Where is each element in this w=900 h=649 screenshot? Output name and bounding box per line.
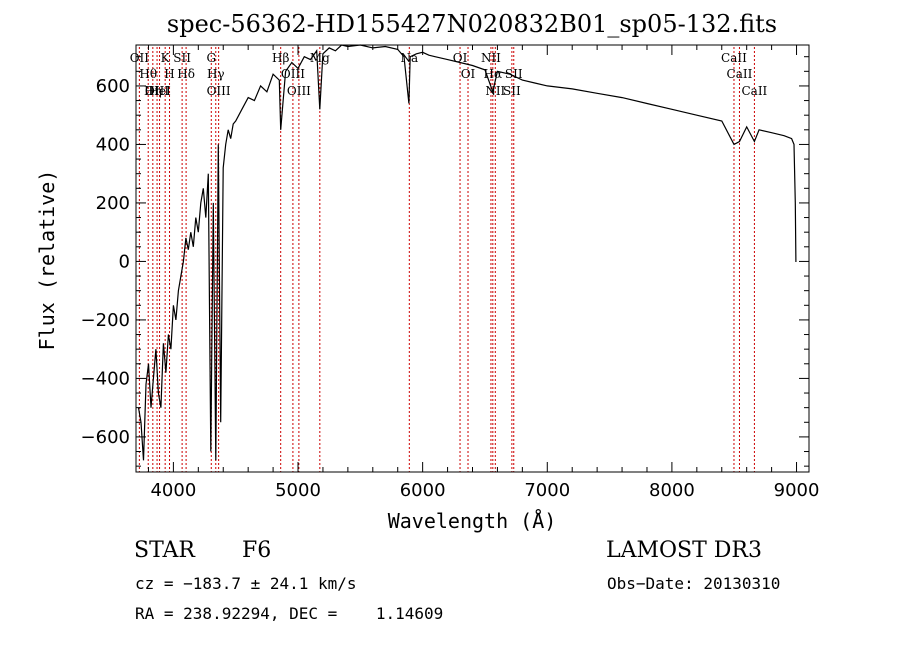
y-tick-label: −400 <box>81 368 130 389</box>
x-axis: 4000 5000 6000 7000 8000 9000 <box>147 45 820 501</box>
y-tick-label: 600 <box>96 76 130 97</box>
x-tick-label: 6000 <box>400 480 446 501</box>
line-label: Mg <box>310 51 330 65</box>
y-tick-label: 400 <box>96 134 130 155</box>
plot-frame <box>135 44 810 473</box>
line-label: K <box>161 51 171 65</box>
line-label: NII <box>481 51 501 65</box>
line-label: NII <box>485 84 505 98</box>
object-subclass: F6 <box>242 538 272 563</box>
line-labels: OIIHθHηOIIIHeIKHSIIHδGHγOIIIHβOIIIOIIIMg… <box>130 51 768 98</box>
line-label: CaII <box>727 67 753 81</box>
x-tick-label: 9000 <box>774 480 820 501</box>
line-label: HeI <box>148 84 171 98</box>
ra-dec-coordinates: RA = 238.92294, DEC = 1.14609 <box>135 604 444 623</box>
x-axis-label: Wavelength (Å) <box>388 509 557 533</box>
line-label: OIII <box>281 67 305 81</box>
line-label: SII <box>503 84 521 98</box>
y-tick-label: 0 <box>119 251 130 272</box>
chart-title: spec-56362-HD155427N020832B01_sp05-132.f… <box>167 10 777 38</box>
x-tick-label: 5000 <box>275 480 321 501</box>
line-label: SII <box>505 67 523 81</box>
line-label: G <box>206 51 216 65</box>
line-markers <box>138 47 755 472</box>
line-label: CaII <box>721 51 747 65</box>
x-tick-label: 4000 <box>150 480 196 501</box>
redshift-cz: cz = −183.7 ± 24.1 km/s <box>135 574 357 593</box>
line-label: Hθ <box>139 67 157 81</box>
line-label: OI <box>461 67 476 81</box>
y-tick-label: −600 <box>81 427 130 448</box>
line-label: OIII <box>145 84 169 98</box>
y-axis-label: Flux (relative) <box>35 170 59 351</box>
line-label: Na <box>400 51 418 65</box>
line-label: OIII <box>207 84 231 98</box>
line-label: CaII <box>741 84 767 98</box>
observation-date: Obs−Date: 20130310 <box>607 574 781 593</box>
line-label: SII <box>173 51 191 65</box>
line-label: OIII <box>287 84 311 98</box>
y-tick-label: −200 <box>81 310 130 331</box>
survey-name: LAMOST DR3 <box>606 538 762 563</box>
spectrum-series <box>137 44 797 461</box>
y-tick-label: 200 <box>96 193 130 214</box>
line-label: Hβ <box>272 51 289 65</box>
line-label: OII <box>130 51 150 65</box>
object-class: STAR <box>134 538 195 563</box>
x-tick-label: 8000 <box>649 480 695 501</box>
line-label: Hδ <box>177 67 195 81</box>
y-axis: −600 −400 −200 0 200 400 600 <box>81 56 809 467</box>
line-label: H <box>164 67 174 81</box>
line-label: Hη <box>144 84 162 98</box>
x-tick-label: 7000 <box>524 480 570 501</box>
line-label: Hγ <box>207 67 225 81</box>
